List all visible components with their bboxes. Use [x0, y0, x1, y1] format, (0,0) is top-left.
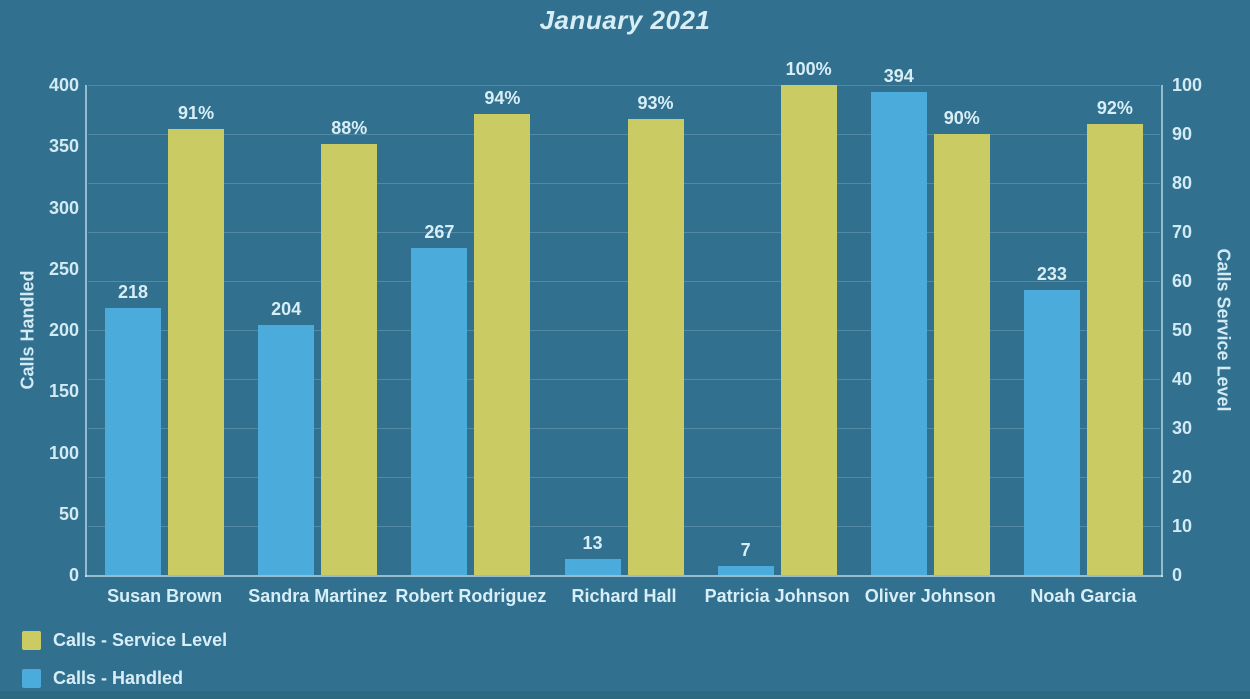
- bar-value-label: 204: [271, 299, 302, 320]
- x-axis-label-oliver-johnson: Oliver Johnson: [864, 586, 996, 606]
- gridline: [88, 281, 1160, 282]
- left-axis-tick: 250: [48, 258, 79, 279]
- bar-calls-service-level-oliver-johnson[interactable]: [933, 134, 990, 575]
- bar-calls-handled-oliver-johnson[interactable]: [870, 92, 927, 575]
- right-axis-tick: 20: [1172, 467, 1193, 487]
- gridline: [88, 330, 1160, 331]
- bar-value-label: 218: [118, 281, 149, 302]
- left-axis-tick: 350: [48, 136, 79, 157]
- bar-value-label: 7: [740, 540, 751, 561]
- bar-calls-handled-sandra-martinez[interactable]: [258, 325, 315, 575]
- legend-swatch-calls-service-level: [22, 631, 41, 650]
- x-axis-label-sandra-martinez: Sandra Martinez: [248, 586, 388, 606]
- right-axis-tick: 90: [1172, 124, 1193, 144]
- bar-value-label: 100%: [785, 59, 832, 79]
- left-axis-ticks: 0 50 100 150 200 250 300 350 400: [0, 75, 79, 585]
- bar-calls-handled-richard-hall[interactable]: [564, 559, 621, 575]
- right-axis-tick: 10: [1172, 516, 1193, 536]
- gridline: [88, 232, 1160, 233]
- x-axis-line: [85, 575, 1163, 577]
- bar-calls-service-level-sandra-martinez[interactable]: [321, 143, 378, 575]
- bar-value-label: 233: [1036, 263, 1067, 284]
- legend-label: Calls - Service Level: [53, 630, 228, 650]
- left-axis-tick: 150: [48, 381, 79, 402]
- bar-value-label: 91%: [178, 103, 215, 124]
- right-axis-tick: 60: [1172, 271, 1193, 291]
- bar-value-label: 267: [424, 221, 455, 242]
- right-axis-tick: 100: [1172, 75, 1203, 95]
- right-axis-ticks: 0 10 20 30 40 50 60 70 80 90 100: [1172, 75, 1232, 585]
- left-axis-tick: 300: [48, 197, 79, 218]
- right-axis-tick: 0: [1172, 565, 1183, 585]
- bar-calls-service-level-noah-garcia[interactable]: [1086, 124, 1143, 575]
- x-axis-labels: Susan Brown Sandra Martinez Robert Rodrigu…: [88, 584, 1160, 610]
- bar-calls-handled-noah-garcia[interactable]: [1023, 289, 1080, 575]
- bar-calls-service-level-richard-hall[interactable]: [627, 119, 684, 575]
- chart-title: January 2021: [539, 5, 711, 35]
- bar-value-label: 93%: [637, 93, 674, 114]
- gridline: [88, 134, 1160, 135]
- legend-swatch-calls-handled: [22, 669, 41, 688]
- legend-item-calls-handled[interactable]: Calls - Handled: [22, 668, 183, 689]
- right-axis-tick: 80: [1172, 173, 1193, 193]
- left-axis-tick: 0: [68, 565, 79, 585]
- gridline: [88, 183, 1160, 184]
- legend-item-calls-service-level[interactable]: Calls - Service Level: [22, 630, 227, 651]
- bar-value-label: 13: [582, 533, 603, 554]
- x-axis-label-patricia-johnson: Patricia Johnson: [704, 586, 850, 606]
- bar-calls-handled-susan-brown[interactable]: [105, 307, 162, 575]
- bar-calls-handled-patricia-johnson[interactable]: [717, 566, 774, 575]
- right-axis-tick: 30: [1172, 418, 1193, 438]
- left-axis-tick: 100: [48, 442, 79, 463]
- plot-area: 218 91% 204 88% 267 94% 13 93% 7 100% 394 90% 233 92%: [85, 59, 1163, 577]
- right-axis-tick: 40: [1172, 369, 1193, 389]
- gridline: [88, 428, 1160, 429]
- bar-calls-handled-robert-rodriguez[interactable]: [411, 247, 468, 575]
- x-axis-label-richard-hall: Richard Hall: [571, 586, 677, 606]
- gridline: [88, 477, 1160, 478]
- bar-calls-service-level-susan-brown[interactable]: [168, 129, 225, 575]
- x-axis-label-susan-brown: Susan Brown: [107, 586, 223, 606]
- bottom-strip: [0, 691, 1250, 699]
- bar-calls-service-level-robert-rodriguez[interactable]: [474, 114, 531, 575]
- gridline: [88, 379, 1160, 380]
- bar-value-label: 88%: [331, 117, 368, 138]
- bar-value-label: 92%: [1096, 98, 1133, 119]
- gridline: [88, 85, 1160, 86]
- bar-value-label: 94%: [484, 88, 521, 109]
- right-axis-tick: 70: [1172, 222, 1193, 242]
- gridline: [88, 526, 1160, 527]
- left-axis-tick: 400: [48, 75, 79, 95]
- x-axis-label-robert-rodriguez: Robert Rodriguez: [395, 586, 547, 606]
- right-axis-line: [1161, 85, 1163, 577]
- right-axis-tick: 50: [1172, 320, 1193, 340]
- bar-value-label: 394: [883, 66, 914, 87]
- left-axis-line: [85, 85, 87, 577]
- bar-calls-service-level-patricia-johnson[interactable]: [780, 85, 837, 575]
- legend-label: Calls - Handled: [53, 668, 184, 688]
- x-axis-label-noah-garcia: Noah Garcia: [1030, 586, 1137, 606]
- left-axis-tick: 200: [48, 320, 79, 340]
- left-axis-tick: 50: [58, 503, 79, 524]
- bar-value-label: 90%: [943, 108, 980, 128]
